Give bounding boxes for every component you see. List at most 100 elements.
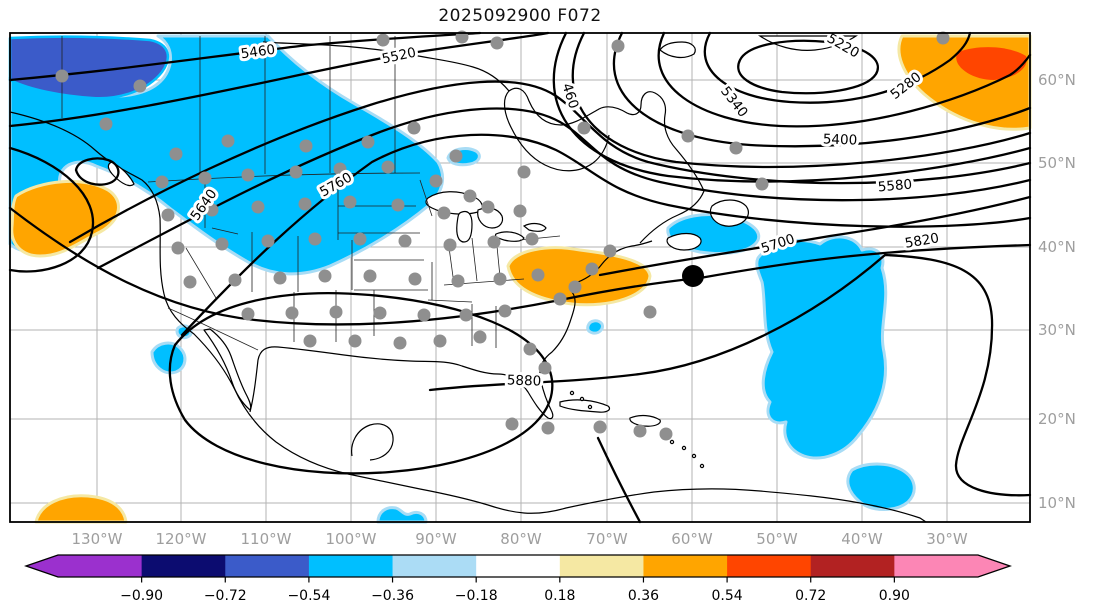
colorbar-tick-label: −0.72 (204, 588, 247, 604)
station-dot (299, 139, 313, 153)
lon-tick-label: 100°W (326, 530, 377, 548)
station-dot (407, 121, 421, 135)
negative-anomaly-spot-gulf (586, 319, 604, 335)
colorbar-tick-label: −0.18 (455, 588, 498, 604)
lat-tick-label: 10°N (1038, 494, 1076, 512)
station-dot (373, 306, 387, 320)
station-dot (205, 203, 219, 217)
contour-5460-west (8, 31, 482, 82)
station-dot (261, 234, 275, 248)
colorbar-segment (727, 555, 812, 577)
station-dot (538, 361, 552, 375)
negative-anomaly-region-pacific-south (376, 506, 428, 524)
positive-anomaly-region-sw-corner (34, 494, 128, 524)
lat-tick-label: 20°N (1038, 410, 1076, 428)
colorbar-tick-label: −0.90 (120, 588, 163, 604)
island-cuba (559, 399, 611, 413)
station-dot (308, 232, 322, 246)
station-dot (531, 268, 545, 282)
station-dot (433, 334, 447, 348)
lon-tick-label: 40°W (841, 530, 883, 548)
contour-value-label: 5880 (507, 372, 542, 389)
contour-caribbean (596, 436, 642, 524)
station-dot (643, 305, 657, 319)
colorbar-segment (643, 555, 728, 577)
colorbar-segment (559, 555, 644, 577)
station-dot (55, 69, 69, 83)
station-dot (241, 168, 255, 182)
contour-5520-east (552, 31, 1032, 183)
negative-anomaly-region-atlantic (755, 235, 888, 460)
station-dot (633, 424, 647, 438)
contour-5880 (428, 253, 1032, 497)
colorbar-segment (894, 555, 979, 577)
station-dot (289, 165, 303, 179)
cyclone-marker (682, 265, 704, 287)
station-dot (215, 237, 229, 251)
lon-tick-label: 110°W (241, 530, 292, 548)
lat-tick-label: 60°N (1038, 71, 1076, 89)
station-dot (285, 306, 299, 320)
figure-title: 2025092900 F072 (438, 6, 602, 26)
island-hispaniola (629, 414, 661, 427)
colorbar-segment (308, 555, 394, 577)
colorbar-segment (392, 555, 477, 577)
contour-value-label: 460 (558, 81, 581, 110)
positive-anomaly-core-northatlantic (956, 47, 1027, 80)
colorbar-segment (225, 555, 310, 577)
contour-value-label: 5400 (823, 131, 858, 148)
station-dot (303, 334, 317, 348)
station-dot (936, 31, 950, 45)
contour-value-label: 5580 (877, 177, 913, 196)
station-dot (391, 198, 405, 212)
colorbar-extend-left (26, 555, 58, 577)
lat-tick-label: 30°N (1038, 321, 1076, 339)
coastlines (9, 35, 927, 523)
contour-pacific-low-oval (74, 157, 120, 186)
antilles-speck (681, 445, 687, 451)
station-dot (505, 417, 519, 431)
station-dot (183, 275, 197, 289)
station-dot (363, 269, 377, 283)
station-dot (251, 200, 265, 214)
station-dot (393, 336, 407, 350)
bahamas-speck (579, 396, 585, 402)
station-dot (568, 280, 582, 294)
colorbar-tick-label: 0.18 (544, 588, 575, 604)
station-dot (241, 307, 255, 321)
colorbar-tick-label: −0.36 (371, 588, 414, 604)
lon-tick-label: 90°W (415, 530, 457, 548)
station-dot (376, 33, 390, 47)
negative-anomaly-region-baja (150, 341, 187, 375)
station-dot (155, 175, 169, 189)
island-novascotia (666, 232, 702, 251)
contour-pacific-low-outer (8, 146, 95, 273)
colorbar-outline (24, 554, 1012, 578)
colorbar-tick-label: 0.90 (879, 588, 910, 604)
station-dot (463, 189, 477, 203)
lon-tick-label: 120°W (156, 530, 207, 548)
island-vancouver (107, 161, 135, 187)
station-dot (318, 269, 332, 283)
lon-tick-label: 30°W (926, 530, 968, 548)
lake-ontario (522, 222, 547, 232)
station-dot (221, 134, 235, 148)
contour-5820 (8, 206, 1032, 326)
colorbar-segment (476, 555, 561, 577)
contour-value-label: 5340 (717, 84, 751, 121)
colorbar-segment (810, 555, 895, 577)
lake-michigan (456, 210, 473, 243)
contour-5640 (96, 107, 1032, 270)
lon-tick-label: 50°W (756, 530, 798, 548)
contour-value-label: 5220 (824, 30, 862, 61)
lat-tick-label: 40°N (1038, 238, 1076, 256)
negative-anomaly-core-nw (8, 35, 170, 100)
colorbar-extend-right (978, 555, 1010, 577)
station-dot (449, 149, 463, 163)
station-dot (459, 308, 473, 322)
antilles-speck (691, 453, 697, 459)
station-dot (133, 79, 147, 93)
station-dot (603, 244, 617, 258)
